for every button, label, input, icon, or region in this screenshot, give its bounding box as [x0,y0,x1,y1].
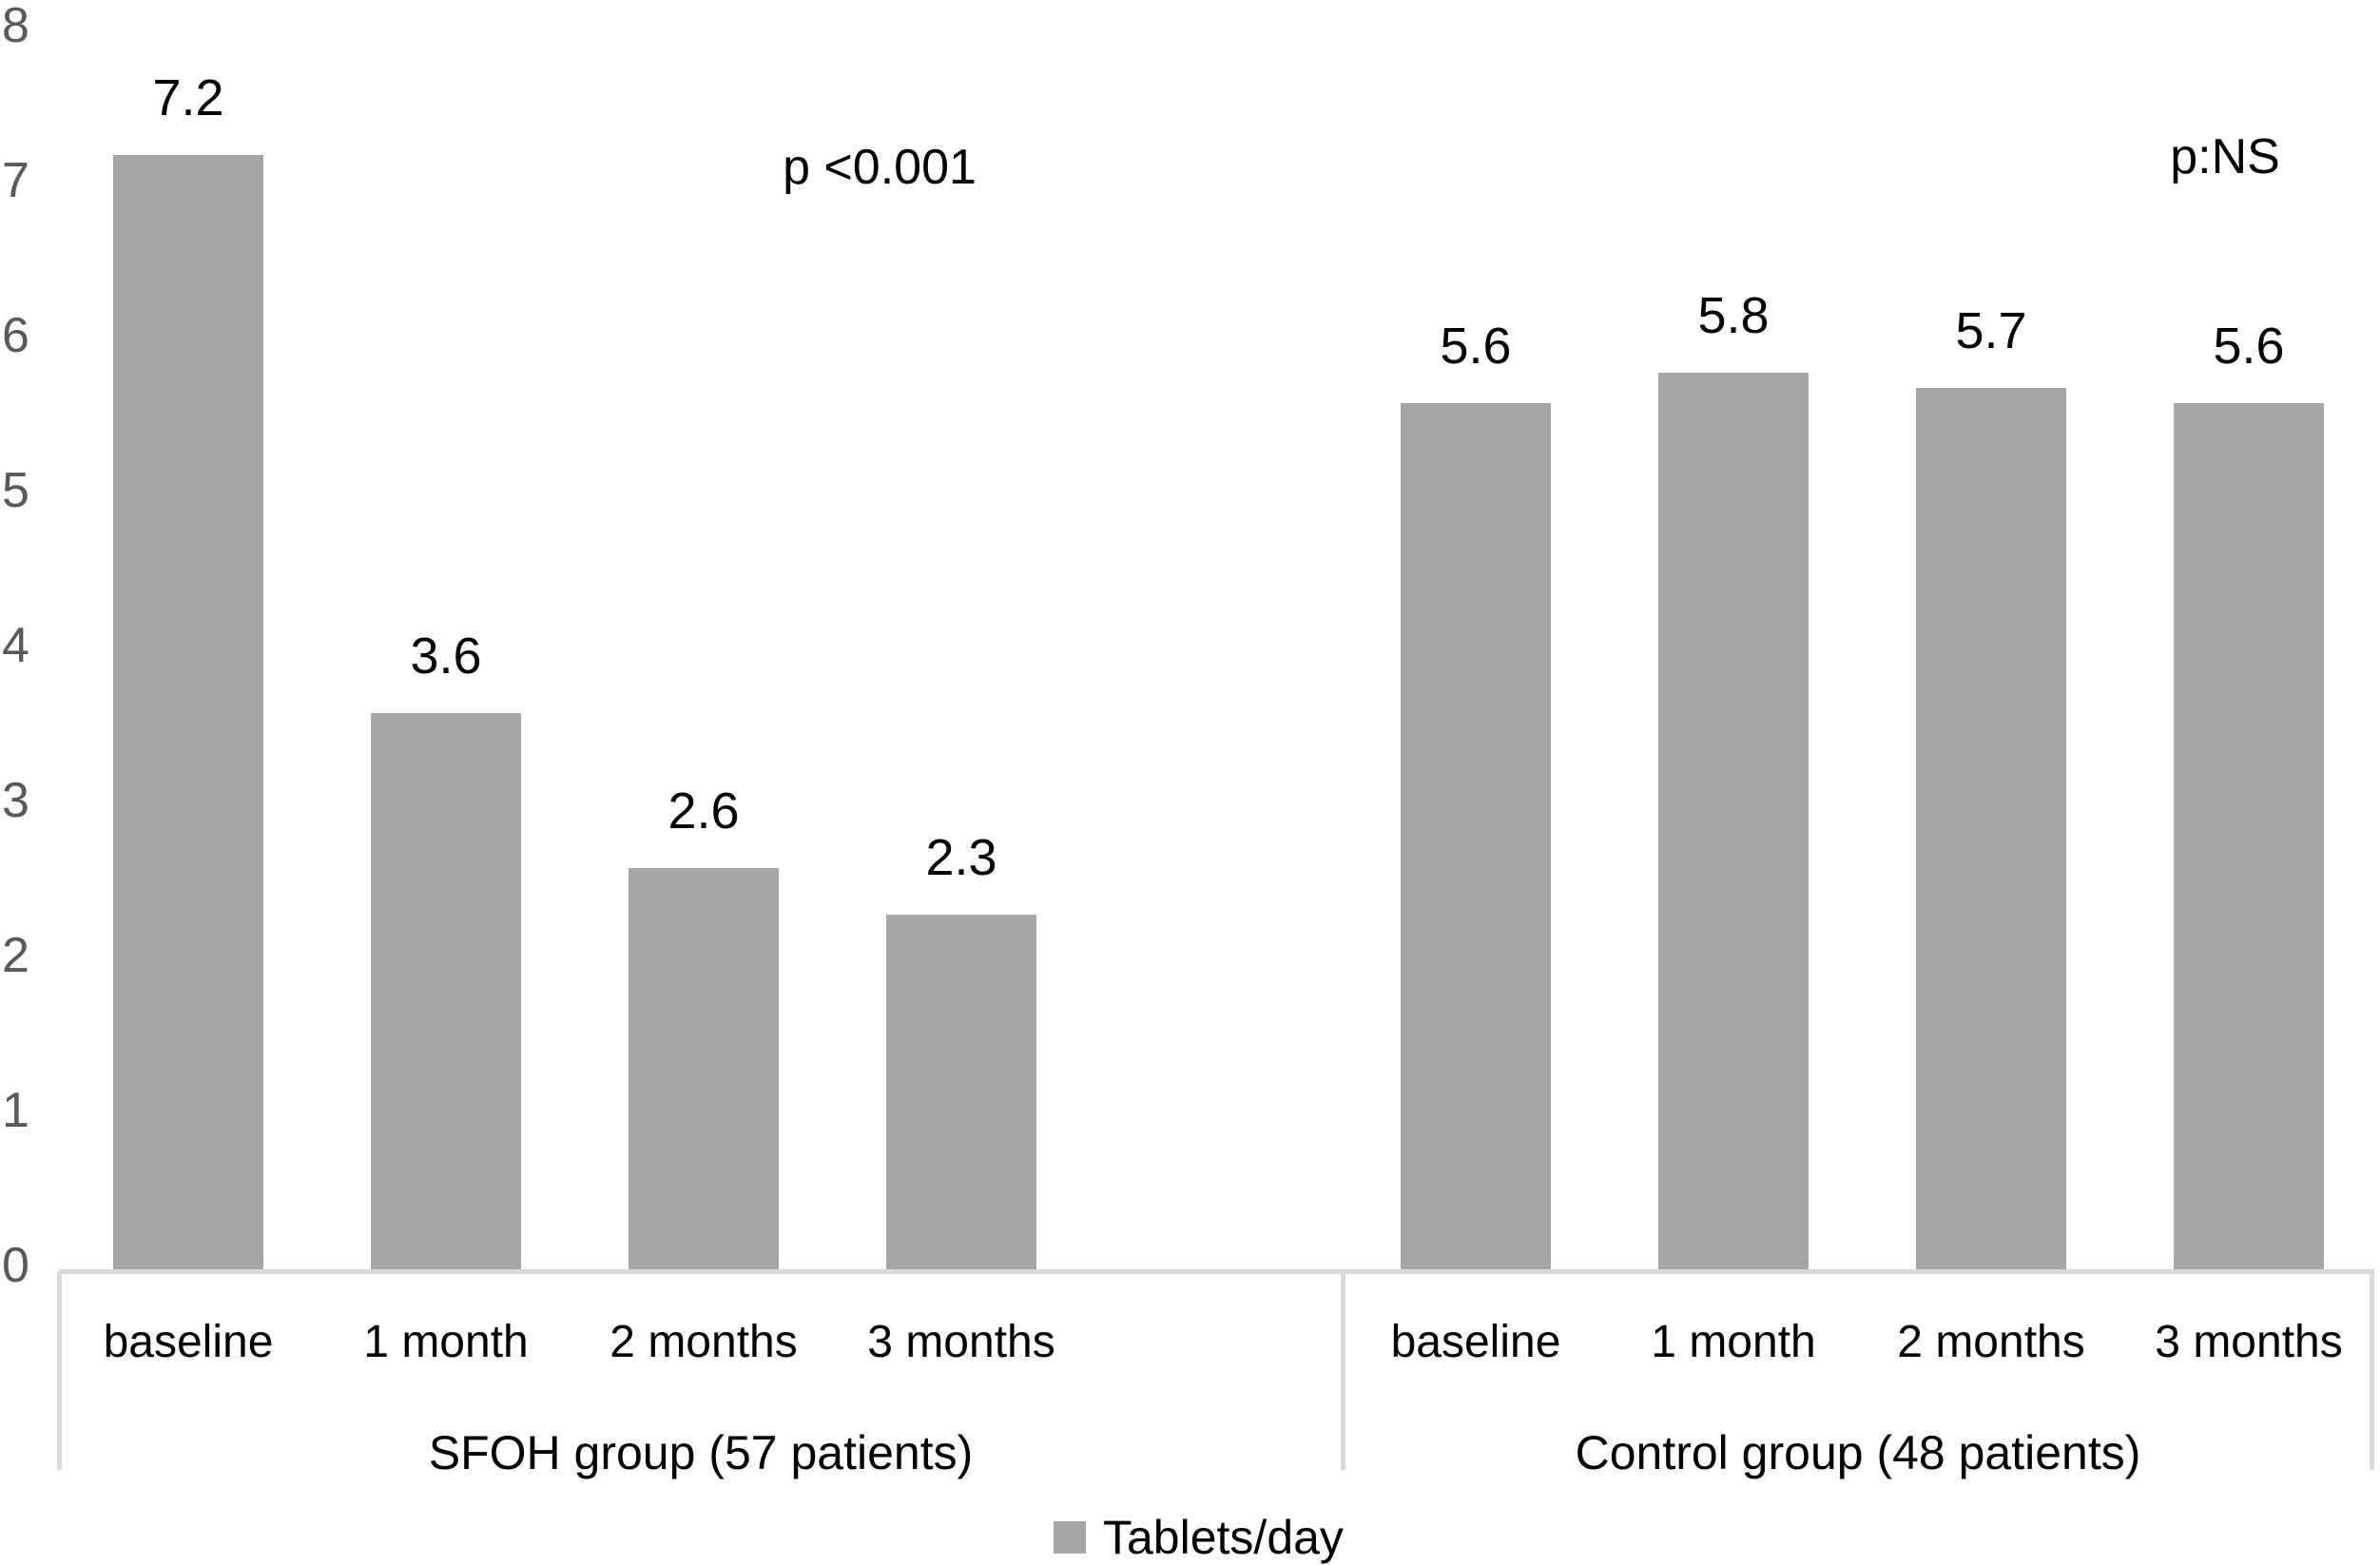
x-category-label: baseline [103,1317,274,1367]
x-category-label: 1 month [1651,1317,1816,1367]
bar [629,868,779,1271]
x-category-label: baseline [1390,1317,1561,1367]
y-tick-label: 2 [2,928,29,983]
bar-value-label: 7.2 [152,69,224,126]
bar [1658,373,1809,1271]
bar [371,713,521,1271]
x-axis-line [59,1269,2374,1274]
y-tick-label: 5 [2,463,29,518]
bar [1401,403,1551,1271]
bar-value-label: 5.6 [1440,318,1512,375]
axis-border-left [57,1271,62,1470]
y-tick-label: 0 [2,1238,29,1293]
x-category-label: 3 months [867,1317,1055,1367]
bar [113,155,263,1271]
y-tick-label: 6 [2,308,29,363]
bar [886,915,1036,1271]
x-category-label: 2 months [610,1317,798,1367]
y-tick-label: 4 [2,618,29,673]
x-category-label: 2 months [1897,1317,2085,1367]
bar-value-label: 3.6 [410,628,482,685]
bar-value-label: 5.8 [1697,287,1770,344]
axis-border-right [2370,1271,2374,1470]
legend-label: Tablets/day [1103,1511,1344,1564]
y-tick-label: 3 [2,773,29,828]
x-category-label: 3 months [2155,1317,2343,1367]
group-label-sfoh: SFOH group (57 patients) [428,1426,974,1479]
x-category-label: 1 month [363,1317,529,1367]
bar-value-label: 2.3 [925,829,997,886]
group-divider [1341,1271,1345,1470]
bar-value-label: 5.6 [2213,318,2285,375]
p-value-annotation-control: p:NS [2170,129,2280,184]
legend: Tablets/day [1054,1510,1344,1565]
y-tick-label: 7 [2,153,29,208]
y-tick-label: 8 [2,0,29,53]
bar [1916,388,2066,1271]
bar [2174,403,2324,1271]
y-tick-label: 1 [2,1083,29,1138]
bar-value-label: 5.7 [1955,302,2027,359]
legend-swatch-icon [1054,1521,1086,1554]
p-value-annotation-sfoh: p <0.001 [783,140,977,195]
bar-value-label: 2.6 [668,782,740,840]
group-label-control: Control group (48 patients) [1575,1426,2141,1479]
